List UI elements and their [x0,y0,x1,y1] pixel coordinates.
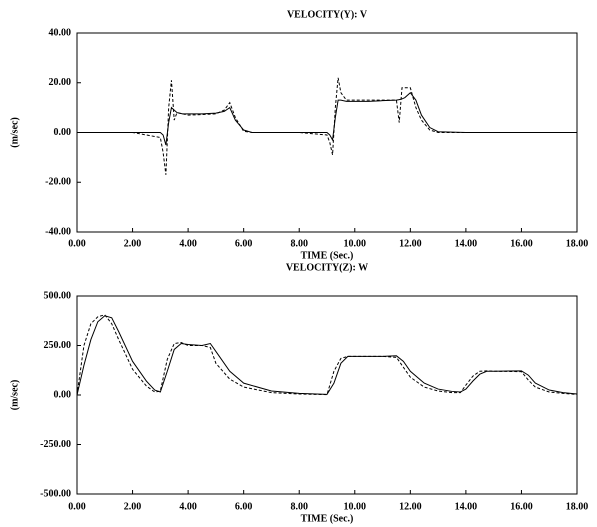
y-axis-label: (m/sec) [9,380,20,411]
y-tick-label: 40.00 [49,27,72,38]
series-line [76,315,578,396]
x-tick-label: 12.00 [399,238,422,249]
x-tick-label: 18.00 [566,238,589,249]
x-tick-label: 0.00 [68,501,86,512]
y-tick-label: 250.00 [44,340,72,351]
x-tick-label: 10.00 [344,501,367,512]
x-tick-label: 16.00 [510,501,533,512]
x-tick-label: 14.00 [455,238,478,249]
x-tick-label: 18.00 [566,501,589,512]
x-tick-label: 2.00 [124,238,142,249]
series-line [76,314,578,396]
x-axis-label: TIME (Sec.) [301,513,354,524]
x-tick-label: 6.00 [235,501,253,512]
x-tick-label: 4.00 [179,501,197,512]
y-tick-label: -500.00 [40,488,71,499]
x-tick-label: 14.00 [455,501,478,512]
y-axis-label: (m/sec) [9,117,20,148]
y-tick-label: -40.00 [45,226,71,237]
y-tick-label: 500.00 [44,290,72,301]
x-tick-label: 4.00 [179,238,197,249]
chart-title: VELOCITY(Z): W [286,262,368,273]
x-tick-label: 16.00 [510,238,533,249]
y-tick-label: 0.00 [54,127,72,138]
x-tick-label: 8.00 [290,238,308,249]
y-tick-label: -250.00 [40,439,71,450]
x-tick-label: 12.00 [399,501,422,512]
series-line [77,77,577,175]
series-line [77,91,577,146]
x-tick-label: 2.00 [124,501,142,512]
x-tick-label: 6.00 [235,238,253,249]
x-tick-label: 0.00 [68,238,86,249]
y-tick-label: 0.00 [54,389,72,400]
x-tick-label: 8.00 [290,501,308,512]
plot-frame [76,295,578,495]
chart-title: VELOCITY(Y): V [287,9,368,20]
y-tick-label: -20.00 [45,177,71,188]
x-axis-label: TIME (Sec.) [301,250,354,261]
y-tick-label: 20.00 [49,77,72,88]
x-tick-label: 10.00 [344,238,367,249]
